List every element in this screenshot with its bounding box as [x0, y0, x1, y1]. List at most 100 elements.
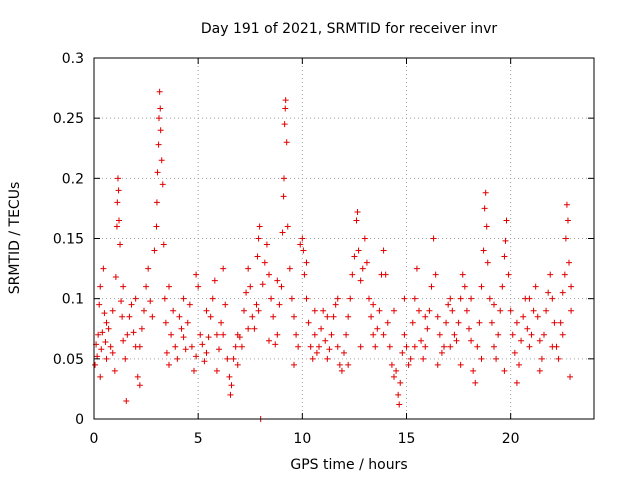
- x-tick-label: 10: [293, 431, 311, 447]
- data-point: [220, 265, 227, 272]
- data-point: [549, 295, 556, 302]
- data-point: [138, 325, 145, 332]
- x-axis-label: GPS time / hours: [290, 457, 407, 473]
- data-point: [291, 313, 297, 320]
- data-point: [405, 361, 412, 368]
- data-point: [98, 346, 105, 353]
- data-point: [251, 325, 258, 332]
- data-point: [472, 379, 479, 386]
- data-point: [120, 283, 127, 290]
- data-point: [105, 325, 112, 332]
- data-point: [380, 331, 387, 338]
- data-point: [274, 277, 281, 284]
- data-point: [130, 329, 137, 336]
- data-point: [136, 343, 143, 350]
- data-point: [199, 341, 206, 348]
- data-point: [447, 295, 454, 302]
- data-point: [153, 199, 160, 206]
- data-point: [143, 283, 150, 290]
- y-axis-label: SRMTID / TECUs: [7, 182, 23, 295]
- data-point: [536, 337, 543, 344]
- data-point: [332, 301, 339, 308]
- data-point: [166, 283, 172, 290]
- data-point: [478, 355, 485, 362]
- data-point: [278, 283, 285, 290]
- data-point: [441, 343, 447, 350]
- data-point: [483, 223, 490, 230]
- data-point: [114, 199, 121, 206]
- data-point: [281, 121, 288, 128]
- data-point: [391, 307, 397, 314]
- data-point: [366, 295, 372, 302]
- data-point: [97, 373, 104, 380]
- data-point: [457, 361, 464, 368]
- data-point: [463, 307, 470, 314]
- data-point: [338, 367, 345, 374]
- data-point: [547, 271, 554, 278]
- data-point: [413, 265, 420, 272]
- data-point: [481, 205, 488, 212]
- data-point: [422, 313, 429, 320]
- y-tick-label: 0.1: [62, 292, 84, 308]
- data-point: [359, 265, 366, 272]
- data-point: [428, 283, 435, 290]
- data-point: [513, 379, 520, 386]
- data-point: [249, 313, 256, 320]
- data-point: [128, 301, 135, 308]
- data-point: [499, 283, 506, 290]
- data-point: [101, 310, 108, 317]
- data-point: [124, 331, 131, 338]
- chart-title: Day 191 of 2021, SRMTID for receiver inv…: [201, 21, 497, 37]
- data-point: [532, 283, 539, 290]
- data-point: [501, 367, 508, 374]
- data-point: [518, 337, 525, 344]
- data-point: [459, 271, 466, 278]
- data-point: [563, 201, 570, 208]
- data-point: [396, 401, 403, 408]
- data-point: [236, 334, 243, 341]
- data-point: [111, 367, 118, 374]
- data-point: [126, 313, 133, 320]
- data-point: [160, 241, 167, 248]
- axis-ticks: 0 5 10 15 20 0 0.05 0.1 0.15 0.2 0.25 0.3: [53, 51, 594, 447]
- data-point: [409, 319, 416, 326]
- data-point: [449, 307, 456, 314]
- data-point: [397, 379, 404, 386]
- data-point: [303, 259, 310, 266]
- data-point: [245, 325, 252, 332]
- data-point: [434, 313, 441, 320]
- data-point: [97, 283, 104, 290]
- data-point: [555, 355, 562, 362]
- data-point: [253, 301, 260, 308]
- data-point: [559, 289, 566, 296]
- data-point: [526, 295, 533, 302]
- data-point: [243, 289, 250, 296]
- data-point: [516, 361, 522, 368]
- data-point: [228, 382, 235, 389]
- data-point: [564, 217, 571, 224]
- y-tick-label: 0.15: [53, 232, 84, 248]
- data-point: [226, 373, 233, 380]
- data-point: [311, 331, 318, 338]
- grid-lines: [94, 58, 594, 419]
- data-point: [103, 355, 110, 362]
- data-point: [147, 298, 154, 305]
- data-point: [351, 253, 358, 260]
- data-point: [103, 319, 110, 326]
- data-point: [349, 271, 356, 278]
- data-point: [256, 223, 263, 230]
- data-point: [145, 265, 152, 272]
- data-point: [207, 313, 214, 320]
- data-point: [474, 343, 481, 350]
- data-point: [172, 343, 179, 350]
- data-point: [193, 271, 200, 278]
- data-point: [336, 361, 343, 368]
- data-point: [466, 325, 472, 332]
- data-point: [279, 229, 286, 236]
- data-point: [155, 141, 162, 148]
- data-point: [401, 331, 408, 338]
- data-point: [272, 341, 279, 348]
- data-point: [213, 367, 220, 374]
